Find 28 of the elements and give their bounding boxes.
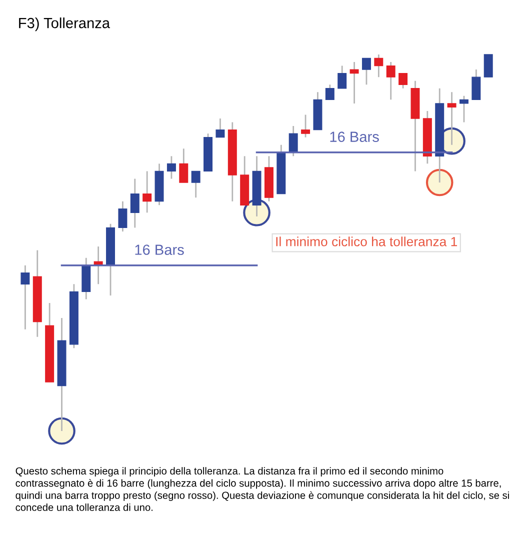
candlestick (325, 84, 334, 100)
candlestick (350, 61, 359, 104)
series-label: 16 Bars (135, 244, 184, 255)
candlestick (459, 95, 468, 123)
candlestick (191, 170, 200, 198)
candlestick (338, 65, 347, 90)
candlestick (216, 118, 225, 138)
candlestick (386, 61, 396, 100)
point (48, 417, 76, 445)
candlestick (118, 200, 128, 232)
candlestick (288, 125, 298, 157)
candlestick (447, 91, 456, 146)
candlestick (374, 54, 384, 78)
candlestick (130, 178, 140, 228)
candlestick (166, 155, 176, 180)
candlestick (142, 170, 152, 214)
candlestick (398, 72, 408, 90)
text: Questo schema spiega il principio della tolleranza. La distanza fra il primo ed il secondo minimo contrassegnato è di 16 barre (lunghezza del ciclo supposta). Il minimo successivo arriva dopo altre 15 barre, quindi una barra troppo presto (segno rosso). Questa deviazione è comunque considerata la hit del ciclo, se si concede una tolleranza di uno. (16, 467, 509, 511)
candlestick (20, 264, 30, 330)
annotation: Il minimo ciclico ha tolleranza 1 (276, 236, 458, 246)
candlestick (301, 114, 310, 138)
candlestick (179, 148, 188, 184)
chart-title: F3) Tolleranza (19, 18, 110, 32)
point (426, 168, 454, 196)
candlestick (472, 68, 481, 100)
candlestick (484, 54, 493, 78)
series-label: 16 Bars (330, 132, 379, 142)
candlestick (362, 58, 371, 86)
